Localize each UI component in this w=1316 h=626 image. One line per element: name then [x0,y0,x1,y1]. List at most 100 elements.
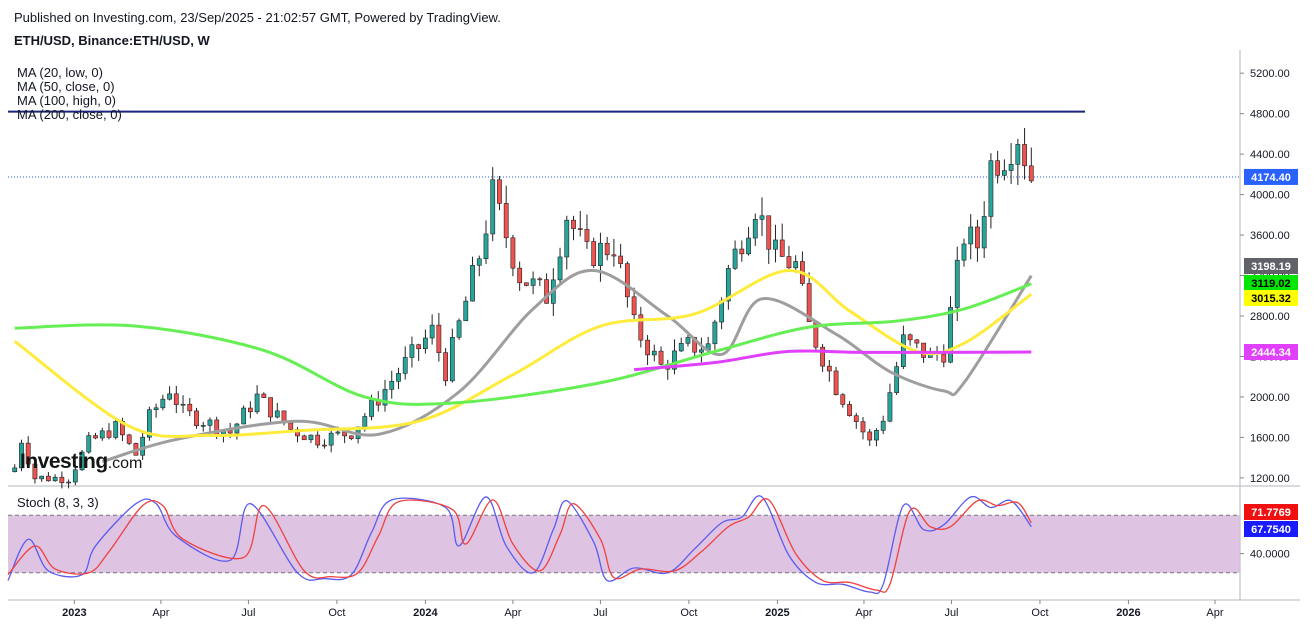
ma-line [633,349,1032,372]
candle-body [126,434,132,444]
price-tick-label: 2000.00 [1250,392,1290,404]
price-tick-label: 1600.00 [1250,432,1290,444]
candle-body [779,239,785,257]
candle-body [25,442,31,465]
ma-line [13,268,1033,438]
candle-body [12,467,18,473]
ma-legend-entry: MA (50, close, 0) [17,79,115,94]
candle-body [207,419,213,426]
candle-body [456,320,462,338]
publish-info: Published on Investing.com, 23/Sep/2025 … [14,10,501,25]
candle-body [645,339,650,356]
candle-body [187,403,193,412]
ma-line [101,268,1033,464]
candle-body [806,283,812,322]
candle-body [678,342,684,352]
candle-body [396,373,401,382]
candle-body [32,463,38,480]
stoch-k-badge-bg [1244,521,1298,537]
ma50-badge: 3015.32 [1251,293,1291,305]
stoch-band [8,515,1240,573]
candle-body [106,430,112,438]
time-tick-label: 2023 [62,607,86,619]
candle-body [1015,144,1021,165]
candle-body [611,254,617,257]
ma-legend-entry: MA (20, low, 0) [17,65,103,80]
candle-body [975,226,980,249]
candle-body [537,278,543,281]
price-tick-label: 2800.00 [1250,311,1290,323]
investing-logo: Investing.com [20,450,143,473]
candle-body [591,241,597,266]
candle-body [752,219,758,239]
candle-body [348,435,354,439]
candle-body [564,219,570,258]
stoch-line [7,498,1032,593]
candle-body [853,415,859,422]
candle-body [672,350,677,370]
candle-body [773,239,778,250]
axis-labels: 1200.001600.002000.002400.002800.003200.… [62,68,1298,619]
candle-body [301,435,307,441]
candle-body [52,476,58,482]
candle-body [624,263,630,298]
ma100-badge: 3119.02 [1251,278,1290,290]
candle-body [880,420,886,431]
candle-body [732,248,738,269]
candle-body [1001,170,1007,176]
stoch-tick-label: 40.0000 [1250,549,1290,561]
price-axis [8,50,1300,604]
candle-body [247,407,253,413]
candle-body [712,321,718,345]
candle-body [739,248,745,255]
time-tick-label: Apr [152,607,169,619]
candle-body [1008,164,1014,171]
candle-body [288,422,294,430]
candle-body [1022,144,1027,167]
candle-body [335,431,341,434]
candle-body [921,342,926,358]
candle-body [254,393,260,413]
candle-body [1028,165,1034,182]
symbol-title: ETH/USD, Binance:ETH/USD, W [14,33,210,48]
price-tick-label: 4000.00 [1250,190,1290,202]
candle-body [833,370,839,395]
ma-line [14,282,1032,406]
candle-body [194,410,199,426]
candle-body [463,300,469,322]
candle-body [860,421,866,433]
candle-body [72,469,78,483]
candle-body [907,334,913,341]
candle-body [699,349,704,353]
candle-body [382,389,388,406]
candle-body [685,337,691,344]
candle-body [901,334,906,367]
candle-body [308,434,314,441]
price-tick-label: 4800.00 [1250,109,1290,121]
time-tick-label: Apr [1206,607,1223,619]
candle-body [429,324,435,339]
candle-body [786,256,792,269]
candle-body [180,403,186,406]
candle-body [449,337,455,382]
candle-body [322,444,327,447]
time-tick-label: Jul [241,607,255,619]
candle-body [793,261,799,269]
candle-body [517,267,523,284]
candle-body [79,451,85,471]
candle-body [328,432,334,446]
candle-body [146,409,152,438]
candle-body [113,421,119,438]
candle-body [954,259,960,308]
candle-body [483,233,489,260]
candle-body [167,393,172,400]
candle-body [153,407,159,411]
stoch-title: Stoch (8, 3, 3) [17,495,99,510]
candle-body [369,399,374,417]
candles [12,128,1034,489]
ma20-badge: 3198.19 [1251,261,1291,273]
candle-body [86,435,92,453]
time-tick-label: 2026 [1116,607,1140,619]
candle-body [241,407,247,425]
